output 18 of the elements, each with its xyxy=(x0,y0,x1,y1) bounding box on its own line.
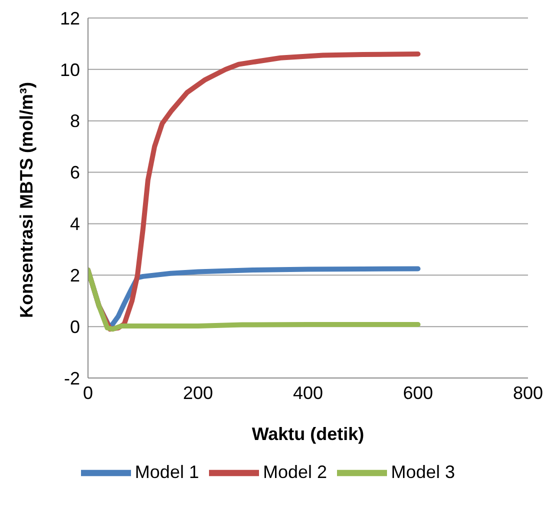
y-tick-label: 8 xyxy=(70,111,80,132)
x-axis-title: Waktu (detik) xyxy=(252,424,364,444)
legend-label: Model 3 xyxy=(391,462,456,482)
y-tick-label: 2 xyxy=(70,266,80,286)
y-tick-label: 6 xyxy=(70,162,80,183)
y-tick-label: 12 xyxy=(60,8,80,28)
x-tick-label: 400 xyxy=(292,382,324,403)
x-tick-label: 0 xyxy=(82,382,94,403)
legend-label: Model 1 xyxy=(134,462,199,482)
y-axis-title: Konsentrasi MBTS (mol/m³) xyxy=(16,82,36,318)
x-tick-label: 200 xyxy=(182,382,214,403)
y-tick-label: 0 xyxy=(70,316,80,337)
y-tick-label: 4 xyxy=(70,214,80,234)
x-tick-label: 800 xyxy=(512,382,544,403)
y-tick-label: 10 xyxy=(60,60,80,80)
x-tick-label: 600 xyxy=(402,382,434,403)
y-tick-label: -2 xyxy=(64,368,80,388)
legend-label: Model 2 xyxy=(262,462,328,482)
